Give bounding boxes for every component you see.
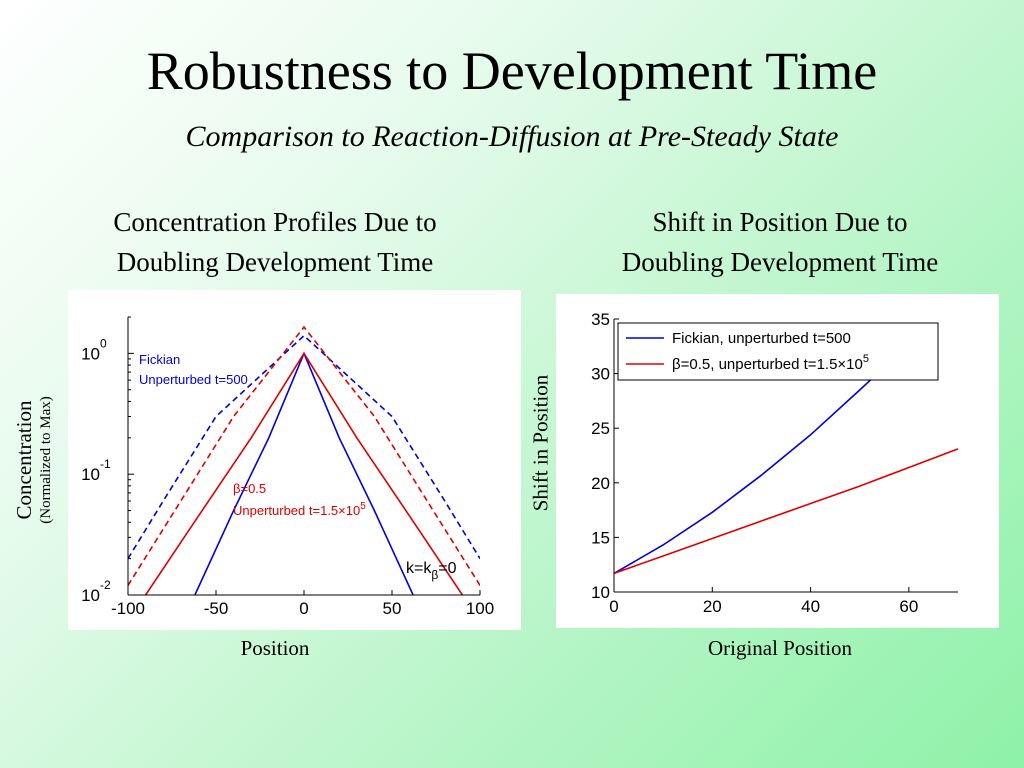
- left-x-tick-label: -100: [111, 599, 145, 618]
- concentration-series-3: [128, 325, 480, 586]
- shift-series-0: [613, 362, 890, 575]
- left-y-tick-exponent: -1: [100, 457, 111, 471]
- slide-subtitle: Comparison to Reaction-Diffusion at Pre-…: [185, 120, 839, 153]
- legend-entry-beta-exponent: 5: [863, 353, 869, 365]
- right-y-label-text: Shift in Position: [528, 374, 553, 512]
- right-y-tick-label: 10: [591, 583, 610, 602]
- beta-annotation-line1: β=0.5: [233, 481, 266, 496]
- right-y-tick-label: 35: [591, 310, 610, 329]
- right-y-tick-label: 20: [591, 474, 610, 493]
- position-shift-chart: 0 20 40 60 10 15 20 25 30 35 Fickian, unperturbed…: [591, 310, 959, 616]
- k-rest: =0: [438, 560, 456, 577]
- right-x-tick-label: 0: [609, 597, 618, 616]
- slide-title: Robustness to Development Time: [146, 41, 878, 101]
- right-y-tick-label: 15: [591, 528, 610, 547]
- left-y-tick-exponent: -2: [100, 578, 111, 592]
- left-x-tick-label: -50: [204, 599, 229, 618]
- fickian-annotation-line1: Fickian: [139, 352, 180, 367]
- right-panel-title: Shift in Position Due to Doubling Develo…: [550, 202, 1010, 282]
- left-y-label-line2: (Normalized to Max): [38, 396, 54, 524]
- k-label: k=k: [406, 560, 432, 577]
- legend-entry-beta: β=0.5, unperturbed t=1.5×105: [672, 353, 869, 373]
- left-y-label-line1: Concentration: [12, 400, 36, 520]
- left-x-tick-label: 0: [299, 599, 308, 618]
- legend-entry-beta-text: β=0.5, unperturbed t=1.5×10: [672, 356, 863, 373]
- right-y-tick-label: 25: [591, 419, 610, 438]
- beta-annotation-exponent: 5: [360, 501, 366, 512]
- left-y-tick-label: 10: [81, 344, 100, 363]
- beta-annotation-text: Unperturbed t=1.5×10: [233, 503, 360, 518]
- fickian-annotation-line2: Unperturbed t=500: [139, 372, 248, 387]
- concentration-series-0: [194, 351, 414, 595]
- left-x-tick-label: 50: [383, 599, 402, 618]
- right-panel-title-line2: Doubling Development Time: [621, 247, 939, 277]
- legend-box: [617, 322, 939, 381]
- right-x-tick-label: 20: [703, 597, 722, 616]
- left-y-tick-label: 10: [81, 586, 100, 605]
- k-subscript: β: [431, 568, 438, 582]
- right-panel-title-line1: Shift in Position Due to: [652, 207, 908, 237]
- shift-series-1: [613, 448, 959, 575]
- concentration-series-1: [128, 334, 480, 560]
- chart-legend: Fickian, unperturbed t=500 β=0.5, unpert…: [617, 322, 939, 381]
- right-x-tick-label: 40: [801, 597, 820, 616]
- left-chart-area: -100 -50 0 50 100 10 0 10 -1 10 -2 Fickian Unpertu…: [68, 290, 521, 630]
- beta-annotation-line2: Unperturbed t=1.5×105: [233, 501, 366, 518]
- k-equals-annotation: k=kβ=0: [406, 560, 457, 582]
- left-x-tick-label: 100: [466, 599, 494, 618]
- legend-entry-fickian: Fickian, unperturbed t=500: [672, 330, 851, 347]
- left-x-axis-label: Position: [240, 636, 310, 660]
- left-panel-title: Concentration Profiles Due to Doubling D…: [40, 202, 510, 282]
- left-y-tick-exponent: 0: [100, 336, 107, 350]
- left-panel-title-line1: Concentration Profiles Due to: [113, 207, 437, 237]
- right-x-tick-label: 60: [899, 597, 918, 616]
- left-panel-title-line2: Doubling Development Time: [116, 247, 434, 277]
- concentration-series-2: [144, 351, 464, 595]
- right-x-axis-label: Original Position: [707, 636, 853, 660]
- right-chart-area: 0 20 40 60 10 15 20 25 30 35 Fickian, unperturbed…: [556, 294, 999, 628]
- left-y-tick-label: 10: [81, 465, 100, 484]
- right-y-tick-label: 30: [591, 365, 610, 384]
